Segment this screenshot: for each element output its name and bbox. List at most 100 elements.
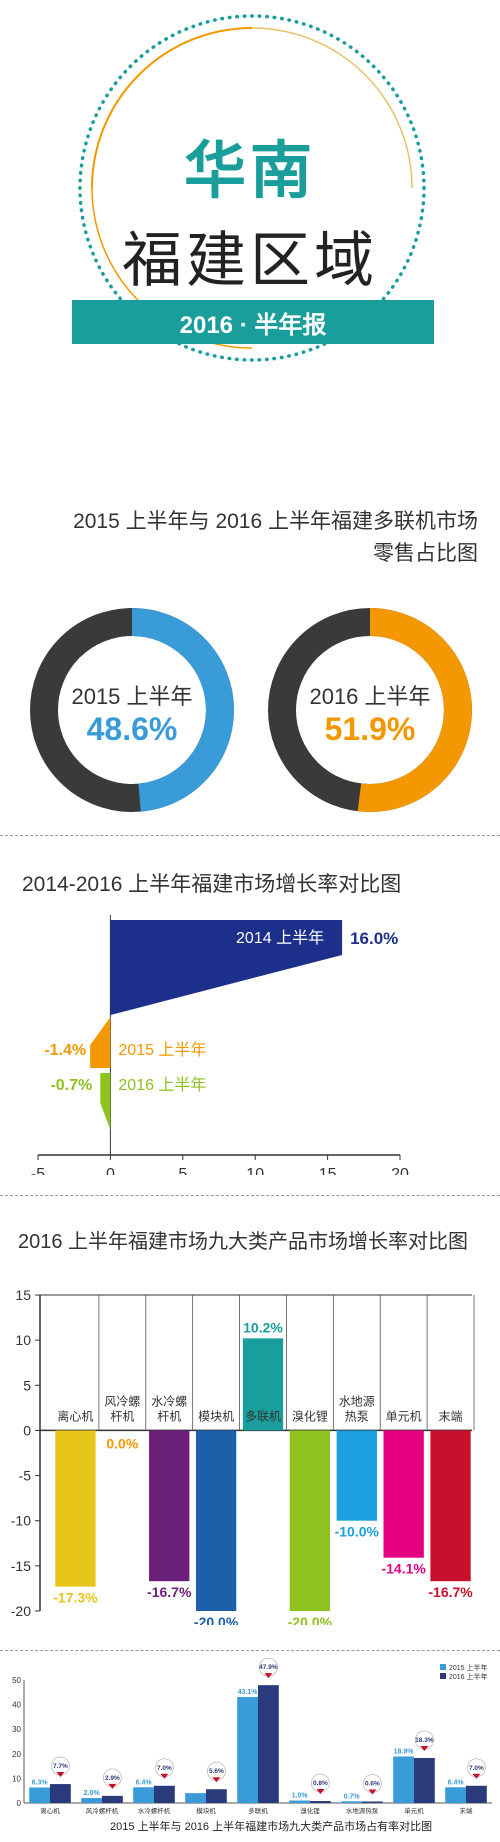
occupancy-value-label: 18.9%	[394, 1749, 415, 1756]
occupancy-value-label: 0.6%	[365, 1781, 380, 1788]
occupancy-value-marker	[316, 1789, 325, 1795]
banner-bar	[72, 300, 434, 344]
occupancy-value-marker	[472, 1773, 481, 1779]
growth-bar	[110, 920, 343, 1015]
category-value-label: 0.0%	[106, 1435, 138, 1451]
legend-label: 2015 上半年	[449, 1663, 488, 1672]
category-bar	[383, 1430, 424, 1558]
occupancy-bar	[154, 1785, 175, 1803]
occupancy-value-marker	[368, 1789, 377, 1795]
occupancy-value-label: 0.7%	[344, 1793, 361, 1800]
donut-value-label: 51.9%	[325, 711, 416, 747]
y-tick-label: 20	[12, 1750, 21, 1759]
donut-slice	[268, 608, 472, 812]
category-label: 风冷螺	[104, 1394, 140, 1408]
occupancy-value-marker	[264, 1673, 273, 1679]
header-section: 华南 福建区域 2016 · 半年报	[0, 0, 500, 380]
donut-dotted-ring	[302, 642, 438, 778]
occupancy-category-label: 风冷螺杆机	[86, 1806, 119, 1815]
category-bar	[55, 1430, 96, 1587]
occupancy-category-label: 水地源热泵	[346, 1806, 379, 1815]
occupancy-bar	[310, 1801, 331, 1803]
x-tick-label: 20	[391, 1166, 409, 1175]
occupancy-title: 2015 上半年与 2016 上半年福建市场九大类产品市场占有率对比图	[110, 1821, 433, 1833]
divider-1	[0, 835, 500, 836]
category-label: 热泵	[345, 1409, 369, 1423]
category-bar	[149, 1430, 190, 1582]
occupancy-value-label: 47.9%	[259, 1664, 278, 1671]
occupancy-value-label: 6.4%	[448, 1779, 465, 1786]
occupancy-value-marker	[160, 1773, 169, 1779]
category-label: 离心机	[57, 1408, 93, 1423]
growth-value-label: -1.4%	[44, 1042, 86, 1059]
donut-value-label: 48.6%	[87, 711, 178, 747]
divider-2	[0, 1195, 500, 1196]
donut-dotted-ring	[64, 642, 200, 778]
category-bar-chart: 15 10 5 0 -5 -10 -15 -20 离心机 -17.3% 风冷螺杆机 0.0% 水冷螺杆机…	[11, 1287, 475, 1625]
legend-swatch	[440, 1664, 446, 1670]
category-value-label: -20.0%	[288, 1614, 333, 1625]
category-label: 模块机	[198, 1409, 234, 1423]
occupancy-value-marker	[212, 1777, 221, 1783]
occupancy-value-label: 6.4%	[136, 1779, 153, 1786]
banner-label: 2016 · 半年报	[179, 312, 327, 339]
occupancy-bar	[50, 1784, 71, 1803]
y-tick-label: 50	[12, 1676, 21, 1685]
inner-arc-right	[251, 27, 413, 189]
occupancy-value-label: 6.3%	[32, 1780, 49, 1787]
occupancy-value-label: 2.0%	[84, 1790, 101, 1797]
occupancy-bar	[414, 1757, 435, 1803]
category-label: 多联机	[245, 1409, 281, 1423]
occupancy-bar	[258, 1685, 279, 1803]
growth-value-label: -0.7%	[50, 1077, 92, 1094]
donut-slice	[30, 608, 234, 812]
category-value-label: -17.3%	[53, 1590, 98, 1606]
x-tick-label: 15	[319, 1166, 337, 1175]
y-tick-label: -10	[11, 1513, 31, 1529]
y-tick-label: 30	[12, 1725, 21, 1734]
occupancy-bar	[393, 1756, 414, 1803]
occupancy-bar	[466, 1785, 487, 1803]
occupancy-bar	[445, 1787, 466, 1803]
occupancy-value-label: 18.3%	[415, 1737, 434, 1744]
occupancy-bar	[133, 1787, 154, 1803]
occupancy-value-label: 7.0%	[157, 1765, 172, 1772]
occupancy-value-label: 1.0%	[292, 1793, 309, 1800]
occupancy-bar	[81, 1798, 102, 1803]
occupancy-value-marker	[56, 1772, 65, 1778]
category-bar	[336, 1430, 377, 1521]
category-label: 水冷螺	[151, 1394, 187, 1408]
legend-label: 2016 上半年	[449, 1672, 488, 1681]
growth-category-label: 2015 上半年	[118, 1041, 206, 1059]
category-label: 溴化锂	[292, 1408, 328, 1423]
divider-3	[0, 1650, 500, 1651]
occupancy-value-label: 5.6%	[209, 1768, 224, 1775]
category-label: 单元机	[386, 1409, 422, 1423]
occupancy-bar	[362, 1801, 383, 1803]
donut-category-label: 2015 上半年	[71, 684, 192, 709]
legend-swatch	[440, 1673, 446, 1679]
occupancy-bar	[206, 1789, 227, 1803]
y-tick-label: -5	[19, 1468, 32, 1484]
inner-arc	[91, 27, 253, 189]
category-bar	[430, 1430, 471, 1582]
occupancy-bar	[102, 1795, 123, 1803]
outer-dotted-ring	[78, 14, 426, 362]
category-bar	[195, 1430, 237, 1611]
occupancy-value-label: 2.9%	[105, 1775, 120, 1782]
growth-bar	[90, 1017, 111, 1068]
occupancy-category-label: 末端	[460, 1806, 474, 1815]
y-tick-label: 15	[15, 1287, 31, 1303]
category-label: 杆机	[157, 1409, 181, 1423]
x-tick-label: 5	[178, 1166, 187, 1175]
y-tick-label: 10	[12, 1774, 21, 1783]
category-label: 杆机	[110, 1409, 134, 1423]
category-bar	[289, 1430, 331, 1611]
occupancy-value-label: 7.0%	[469, 1765, 484, 1772]
area-title: 福建区域	[122, 227, 378, 294]
y-tick-label: 5	[23, 1377, 31, 1393]
y-tick-label: 10	[15, 1332, 31, 1348]
occupancy-bar	[185, 1793, 206, 1803]
